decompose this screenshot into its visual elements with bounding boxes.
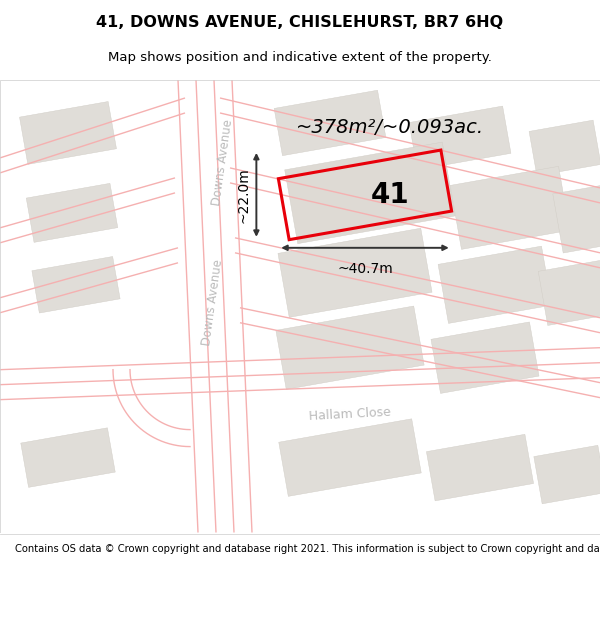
Text: Map shows position and indicative extent of the property.: Map shows position and indicative extent…: [108, 51, 492, 64]
Polygon shape: [431, 322, 539, 393]
Text: 41: 41: [371, 181, 409, 209]
Polygon shape: [285, 142, 455, 244]
Text: Downs Avenue: Downs Avenue: [211, 119, 235, 207]
Text: ~22.0m: ~22.0m: [236, 167, 250, 222]
Text: 41, DOWNS AVENUE, CHISLEHURST, BR7 6HQ: 41, DOWNS AVENUE, CHISLEHURST, BR7 6HQ: [97, 15, 503, 30]
Text: Downs Avenue: Downs Avenue: [200, 259, 226, 347]
Text: Hallam Close: Hallam Close: [308, 406, 391, 423]
Polygon shape: [32, 256, 120, 313]
Polygon shape: [21, 428, 115, 488]
Polygon shape: [276, 306, 424, 389]
Text: ~378m²/~0.093ac.: ~378m²/~0.093ac.: [296, 119, 484, 138]
Polygon shape: [279, 419, 421, 496]
Text: ~40.7m: ~40.7m: [337, 262, 393, 276]
Polygon shape: [278, 228, 432, 318]
Polygon shape: [409, 106, 511, 170]
Polygon shape: [20, 101, 116, 164]
Polygon shape: [534, 446, 600, 504]
Polygon shape: [450, 166, 570, 249]
Text: Contains OS data © Crown copyright and database right 2021. This information is : Contains OS data © Crown copyright and d…: [15, 544, 600, 554]
Polygon shape: [438, 246, 552, 323]
Polygon shape: [553, 182, 600, 253]
Polygon shape: [427, 434, 533, 501]
Polygon shape: [538, 260, 600, 326]
Polygon shape: [274, 90, 386, 156]
Polygon shape: [26, 183, 118, 243]
Polygon shape: [529, 120, 600, 176]
